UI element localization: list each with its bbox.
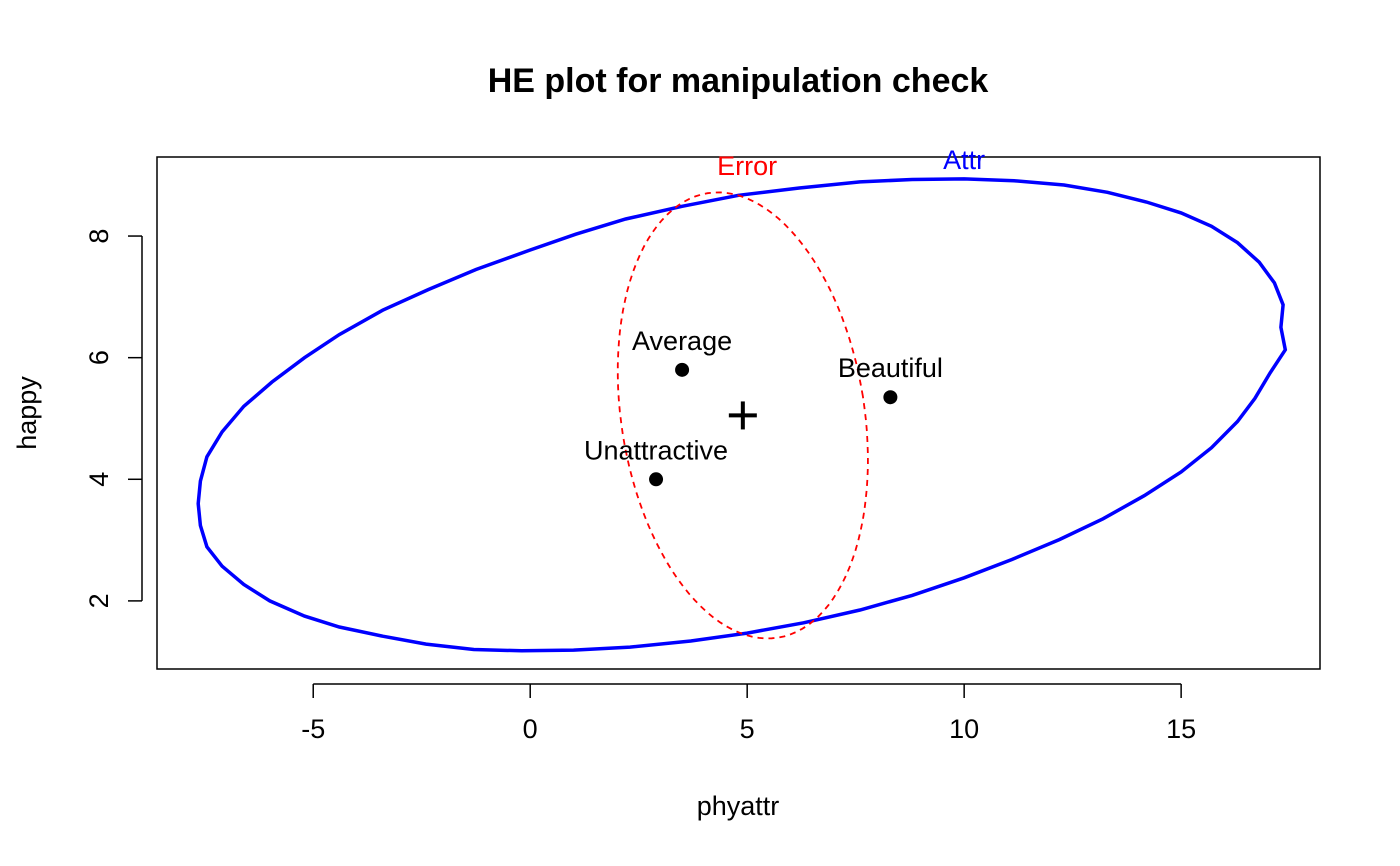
y-axis: 2 4 6 8 [84,229,143,608]
point-average [675,362,690,377]
plot-frame [156,156,1321,670]
point-label-beautiful: Beautiful [838,353,943,383]
x-axis: -5 0 5 10 15 [301,683,1196,744]
y-tick-label-3: 8 [84,229,114,244]
center-marker [728,401,757,430]
x-tick-label-4: 15 [1166,714,1196,744]
x-tick-label-0: -5 [301,714,325,744]
x-tick-label-3: 10 [949,714,979,744]
error-ellipse [616,191,869,640]
y-tick-label-1: 4 [84,472,114,487]
point-label-unattractive: Unattractive [584,435,728,465]
chart-title: HE plot for manipulation check [488,62,989,100]
x-axis-label: phyattr [697,791,780,821]
point-beautiful [883,390,898,405]
attr-ellipse [196,177,1288,653]
y-axis-label: happy [12,376,42,450]
point-layer: Average Beautiful Unattractive [584,326,943,487]
x-tick-label-2: 5 [740,714,755,744]
y-tick-label-2: 6 [84,350,114,365]
ellipse-layer: Attr Error [196,145,1288,653]
y-tick-label-0: 2 [84,593,114,608]
x-tick-label-1: 0 [523,714,538,744]
attr-ellipse-label: Attr [943,145,985,175]
point-label-average: Average [632,326,732,356]
point-unattractive [649,472,664,487]
error-ellipse-label: Error [717,151,777,181]
